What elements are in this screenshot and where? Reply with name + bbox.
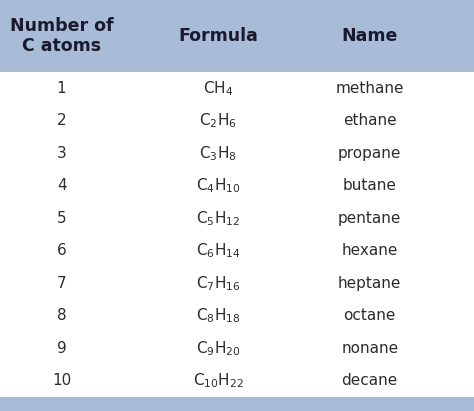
Text: C$_3$H$_8$: C$_3$H$_8$ <box>199 144 237 163</box>
Text: 1: 1 <box>57 81 66 96</box>
Text: 10: 10 <box>52 373 71 388</box>
Text: hexane: hexane <box>342 243 398 258</box>
Text: 9: 9 <box>57 341 66 356</box>
Text: C$_2$H$_6$: C$_2$H$_6$ <box>199 111 237 130</box>
Text: C$_7$H$_{16}$: C$_7$H$_{16}$ <box>196 274 240 293</box>
Text: CH$_4$: CH$_4$ <box>203 79 233 97</box>
Text: C$_8$H$_{18}$: C$_8$H$_{18}$ <box>196 306 240 325</box>
Text: 2: 2 <box>57 113 66 128</box>
Text: pentane: pentane <box>338 211 401 226</box>
Text: Number of
C atoms: Number of C atoms <box>10 16 113 55</box>
Text: Formula: Formula <box>178 27 258 45</box>
Text: nonane: nonane <box>341 341 398 356</box>
Text: butane: butane <box>343 178 397 193</box>
Text: 8: 8 <box>57 308 66 323</box>
Text: 4: 4 <box>57 178 66 193</box>
Text: C$_{10}$H$_{22}$: C$_{10}$H$_{22}$ <box>192 372 244 390</box>
Text: Name: Name <box>342 27 398 45</box>
Bar <box>0 397 474 411</box>
Bar <box>0 72 474 397</box>
Text: heptane: heptane <box>338 276 401 291</box>
Bar <box>0 0 474 72</box>
Text: C$_6$H$_{14}$: C$_6$H$_{14}$ <box>196 241 240 260</box>
Text: C$_4$H$_{10}$: C$_4$H$_{10}$ <box>196 176 240 195</box>
Text: 6: 6 <box>57 243 66 258</box>
Text: methane: methane <box>336 81 404 96</box>
Text: 3: 3 <box>57 146 66 161</box>
Text: propane: propane <box>338 146 401 161</box>
Text: octane: octane <box>344 308 396 323</box>
Text: 7: 7 <box>57 276 66 291</box>
Text: C$_9$H$_{20}$: C$_9$H$_{20}$ <box>196 339 240 358</box>
Text: 5: 5 <box>57 211 66 226</box>
Text: decane: decane <box>342 373 398 388</box>
Text: C$_5$H$_{12}$: C$_5$H$_{12}$ <box>196 209 240 228</box>
Text: ethane: ethane <box>343 113 397 128</box>
